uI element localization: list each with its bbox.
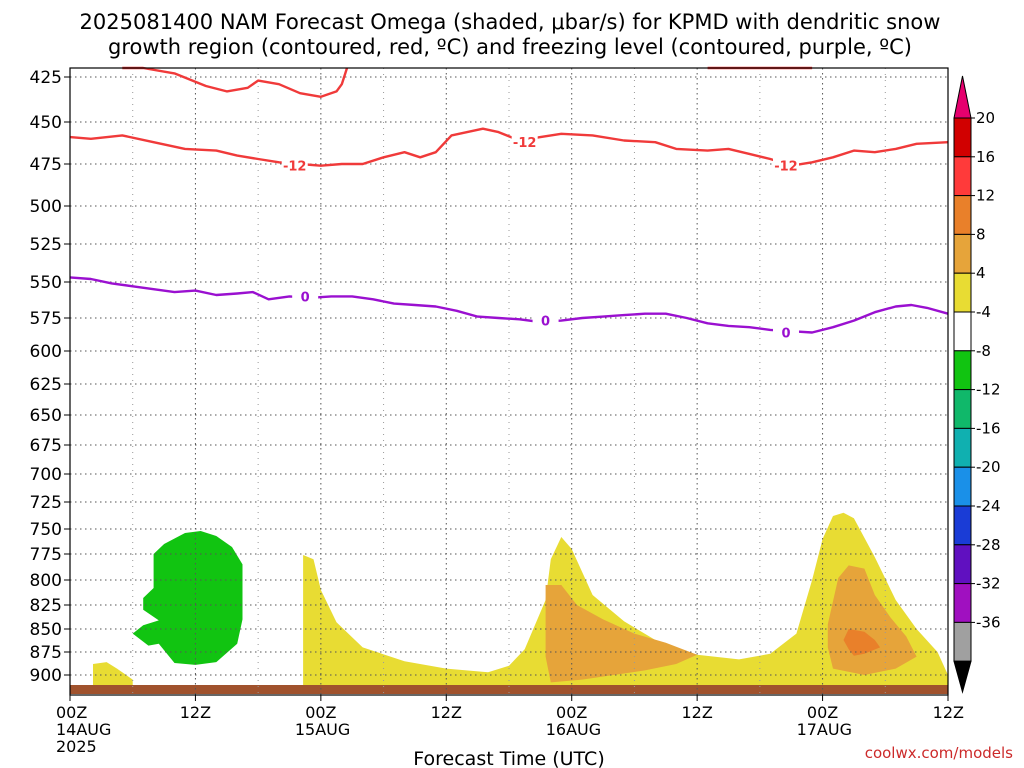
- colorbar-label: -28: [976, 536, 1001, 554]
- colorbar-segment: [953, 350, 972, 391]
- chart-title-line-2: growth region (contoured, red, ºC) and f…: [108, 35, 912, 59]
- x-tick-label: 12Z: [180, 703, 211, 722]
- y-tick-label: 550: [30, 273, 62, 293]
- contour-label: 0: [301, 290, 310, 305]
- contour-label: -12: [774, 160, 798, 175]
- contour-label-bg: [532, 312, 559, 328]
- x-tick-label: 12Z: [933, 703, 964, 722]
- colorbar-segment: [953, 427, 972, 468]
- y-tick-label: 600: [30, 342, 62, 362]
- colorbar-label: -32: [976, 575, 1001, 593]
- chart-title-line-1: 2025081400 NAM Forecast Omega (shaded, μ…: [80, 10, 941, 34]
- contour-lines: -12 -12 -12 0 0 0: [69, 66, 949, 342]
- y-tick-label: 700: [30, 465, 62, 485]
- y-tick-label: 875: [30, 643, 62, 663]
- y-tick-label: 575: [30, 309, 62, 329]
- y-tick-label: 525: [30, 235, 62, 255]
- colorbar-segment: [953, 195, 972, 235]
- colorbar-label: -20: [976, 458, 1001, 476]
- colorbar-segment: [953, 505, 972, 546]
- y-axis-ticks: 425 450 475 500 525 550 575 600 625 650 675 700 725 7…: [30, 68, 70, 686]
- x-tick-label: 00Z: [807, 703, 838, 722]
- y-tick-label: 675: [30, 436, 62, 456]
- grid-lines: [69, 68, 949, 695]
- y-tick-label: 900: [30, 666, 62, 686]
- contour-line-1: [122, 66, 349, 98]
- colorbar-label: -4: [976, 303, 991, 321]
- y-tick-label: 450: [30, 113, 62, 133]
- contour-line-3: [69, 276, 949, 334]
- colorbar-top-arrow: [953, 75, 972, 119]
- colorbar-label: 4: [976, 264, 986, 282]
- x-tick-label: 00Z: [56, 703, 87, 722]
- x-tick-label: 17AUG: [797, 720, 852, 739]
- contour-label-bg: [292, 288, 319, 304]
- x-tick-label: 00Z: [556, 703, 587, 722]
- colorbar-bottom-arrow: [953, 660, 972, 694]
- contour-label-bg: [511, 134, 538, 150]
- colorbar-segment: [953, 156, 972, 197]
- contour-label: 0: [541, 315, 550, 330]
- colorbar-label: 8: [976, 225, 986, 243]
- y-tick-label: 500: [30, 197, 62, 217]
- shaded-region-0: [132, 531, 243, 665]
- contour-label: -12: [513, 136, 537, 151]
- plot-frame: [69, 67, 949, 696]
- colorbar-label: -24: [976, 497, 1001, 515]
- omega-shaded-regions: [93, 512, 949, 689]
- contour-line-0: [69, 127, 949, 167]
- y-tick-label: 425: [30, 68, 62, 88]
- colorbar-segment: [953, 233, 972, 274]
- y-tick-label: 850: [30, 620, 62, 640]
- contour-label-bg: [281, 157, 308, 173]
- x-tick-label: 15AUG: [295, 720, 350, 739]
- shaded-region-2: [303, 512, 949, 689]
- contour-label: 0: [781, 327, 790, 342]
- colorbar-segment: [953, 621, 972, 662]
- shaded-region-3: [545, 585, 698, 683]
- y-tick-label: 475: [30, 155, 62, 175]
- colorbar-segment: [953, 311, 972, 352]
- contour-label-bg: [772, 157, 799, 173]
- colorbar-label: -8: [976, 342, 991, 360]
- y-tick-label: 800: [30, 571, 62, 591]
- shaded-region-1: [93, 662, 133, 689]
- colorbar-segment: [953, 117, 972, 158]
- colorbar-segment: [953, 583, 972, 623]
- x-tick-label: 00Z: [305, 703, 336, 722]
- x-axis-label: Forecast Time (UTC): [413, 748, 604, 768]
- colorbar-label: -16: [976, 419, 1001, 437]
- credit-label: coolwx.com/models: [865, 744, 1013, 762]
- x-tick-label: 12Z: [681, 703, 712, 722]
- colorbar: 20 16 12 8 4 -4 -8 -12 -16 -20 -24 -28 -32 -36: [953, 75, 1001, 694]
- x-tick-label: 2025: [56, 737, 97, 756]
- y-tick-label: 625: [30, 375, 62, 395]
- contour-label: -12: [283, 160, 307, 175]
- y-tick-label: 725: [30, 493, 62, 513]
- colorbar-label: 16: [976, 148, 995, 166]
- x-tick-label: 16AUG: [546, 720, 601, 739]
- colorbar-label: 20: [976, 109, 995, 127]
- colorbar-segment: [953, 389, 972, 429]
- shaded-region-5: [843, 629, 881, 656]
- colorbar-segment: [953, 544, 972, 585]
- y-tick-label: 750: [30, 520, 62, 540]
- colorbar-label: -12: [976, 381, 1001, 399]
- contour-label-bg: [772, 324, 799, 340]
- y-tick-label: 825: [30, 596, 62, 616]
- x-tick-label: 12Z: [431, 703, 462, 722]
- y-tick-label: 650: [30, 406, 62, 426]
- y-tick-label: 775: [30, 545, 62, 565]
- x-tick-label: 14AUG: [56, 720, 111, 739]
- colorbar-label: -36: [976, 613, 1001, 631]
- ground-band: [70, 685, 948, 694]
- colorbar-label: 12: [976, 187, 995, 205]
- colorbar-segment: [953, 466, 972, 507]
- colorbar-segment: [953, 272, 972, 313]
